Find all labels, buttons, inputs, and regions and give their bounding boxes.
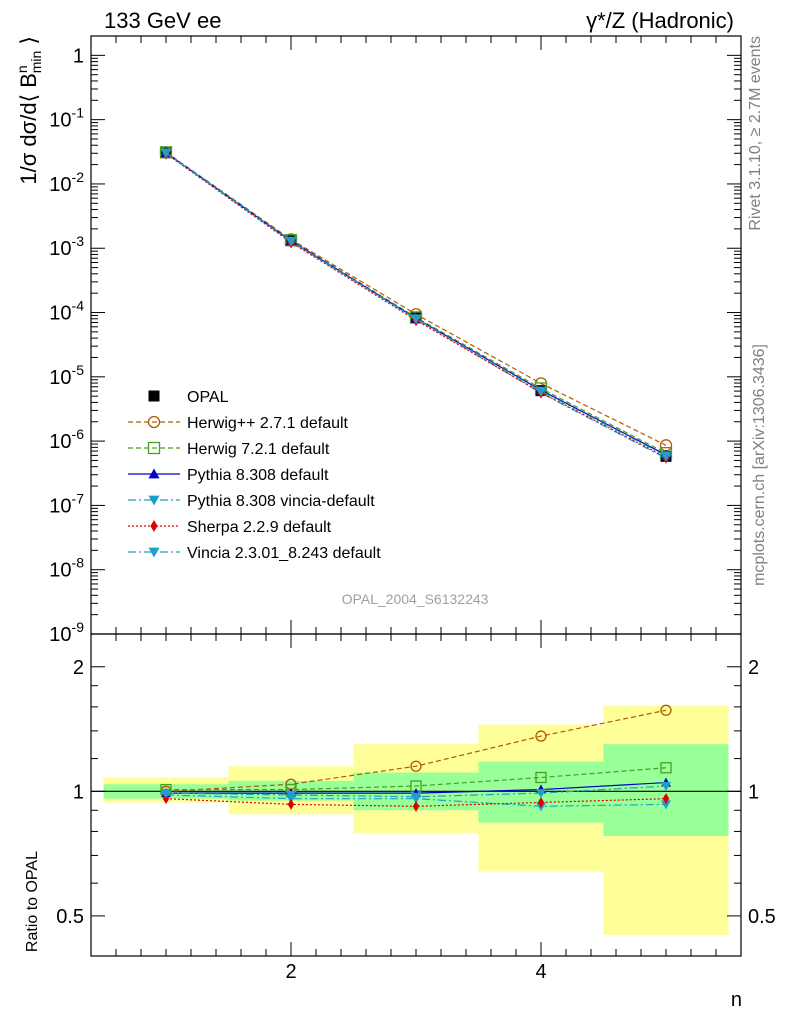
data-point bbox=[160, 148, 172, 159]
data-point bbox=[412, 800, 420, 812]
data-point bbox=[147, 415, 161, 429]
legend-label: OPAL bbox=[187, 389, 229, 406]
main-y-tick-label: 1 bbox=[73, 45, 84, 67]
header-left: 133 GeV ee bbox=[104, 8, 221, 33]
ratio-series-line bbox=[165, 709, 667, 792]
main-y-tick-label: 10-2 bbox=[49, 169, 84, 196]
data-point bbox=[148, 390, 160, 402]
ratio-series bbox=[160, 704, 672, 812]
ratio-series-line bbox=[166, 767, 667, 791]
x-axis-label: n bbox=[731, 989, 742, 1011]
legend-label: Sherpa 2.2.9 default bbox=[187, 519, 332, 536]
data-point bbox=[150, 519, 158, 533]
data-point bbox=[535, 730, 547, 742]
main-y-tick-label: 10-1 bbox=[49, 105, 84, 132]
data-point bbox=[661, 800, 671, 810]
data-point bbox=[535, 771, 547, 784]
series-line bbox=[165, 152, 667, 459]
data-point bbox=[148, 468, 160, 479]
main-y-tick-label: 10-8 bbox=[49, 555, 84, 582]
data-point bbox=[536, 789, 546, 799]
x-tick-label: 4 bbox=[535, 961, 546, 983]
main-y-tick-label: 10-4 bbox=[49, 298, 84, 325]
data-point bbox=[537, 796, 545, 808]
data-point bbox=[660, 762, 672, 774]
header-right: γ*/Z (Hadronic) bbox=[586, 8, 734, 33]
ratio-y-tick-label-right: 2 bbox=[748, 657, 759, 679]
series-line bbox=[165, 151, 667, 446]
main-y-tick-label: 10-9 bbox=[49, 619, 84, 646]
legend-label: Vincia 2.3.01_8.243 default bbox=[187, 545, 381, 562]
ratio-y-tick-label-left: 0.5 bbox=[56, 906, 84, 928]
series-line bbox=[165, 152, 667, 456]
main-y-tick-label: 10-3 bbox=[49, 233, 84, 260]
legend-label: Herwig++ 2.7.1 default bbox=[187, 415, 349, 432]
data-point bbox=[148, 547, 160, 558]
ratio-axis-ticks: 2 4 2 2 1 1 0.5 0.5 bbox=[56, 36, 776, 983]
data-point bbox=[148, 495, 160, 506]
data-point bbox=[287, 798, 295, 810]
data-point bbox=[147, 441, 161, 455]
data-point bbox=[410, 314, 422, 325]
data-point bbox=[161, 789, 171, 799]
data-point bbox=[411, 792, 421, 802]
main-y-tick-label: 10-5 bbox=[49, 362, 84, 389]
main-y-axis-label: 1/σ dσ/d⟨ Bnmin ⟩ bbox=[14, 36, 44, 185]
analysis-watermark: OPAL_2004_S6132243 bbox=[342, 591, 489, 607]
main-y-tick-label: 10-7 bbox=[49, 490, 84, 517]
ratio-series-line bbox=[165, 785, 667, 798]
legend-label: Pythia 8.308 default bbox=[187, 467, 329, 484]
rivet-label: Rivet 3.1.10, ≥ 2.7M events bbox=[747, 36, 764, 231]
x-tick-label: 2 bbox=[285, 961, 296, 983]
data-point bbox=[660, 704, 672, 716]
main-y-tick-label: 10-6 bbox=[49, 426, 84, 453]
mcplots-label: mcplots.cern.ch [arXiv:1306.3436] bbox=[751, 344, 768, 586]
ratio-y-axis-label: Ratio to OPAL bbox=[24, 851, 41, 952]
legend: OPAL Herwig++ 2.7.1 default Herwig 7.2.1 d… bbox=[128, 389, 381, 562]
ratio-series-line bbox=[165, 794, 667, 807]
ratio-series-line bbox=[165, 798, 667, 807]
legend-label: Herwig 7.2.1 default bbox=[187, 441, 330, 458]
main-series bbox=[159, 146, 673, 464]
data-point bbox=[535, 386, 547, 397]
data-point bbox=[410, 760, 422, 772]
ratio-plot-frame bbox=[90, 633, 742, 957]
data-point bbox=[662, 793, 670, 805]
ratio-y-tick-label-right: 0.5 bbox=[748, 906, 776, 928]
ratio-y-tick-label-right: 1 bbox=[748, 781, 759, 803]
data-point bbox=[660, 451, 672, 462]
ratio-y-tick-label-left: 1 bbox=[73, 781, 84, 803]
ratio-y-tick-label-left: 2 bbox=[73, 657, 84, 679]
series-line bbox=[165, 152, 667, 457]
data-point bbox=[162, 793, 170, 805]
data-point bbox=[286, 790, 296, 800]
main-axis-ticks: 1 10-1 10-2 10-3 10-4 10-5 10-6 10-7 10-8 10-9 bbox=[49, 35, 741, 646]
data-point bbox=[661, 782, 671, 792]
ratio-bands bbox=[91, 705, 741, 935]
legend-label: Pythia 8.308 vincia-default bbox=[187, 493, 375, 510]
data-point bbox=[285, 236, 297, 247]
series-line bbox=[165, 153, 667, 458]
